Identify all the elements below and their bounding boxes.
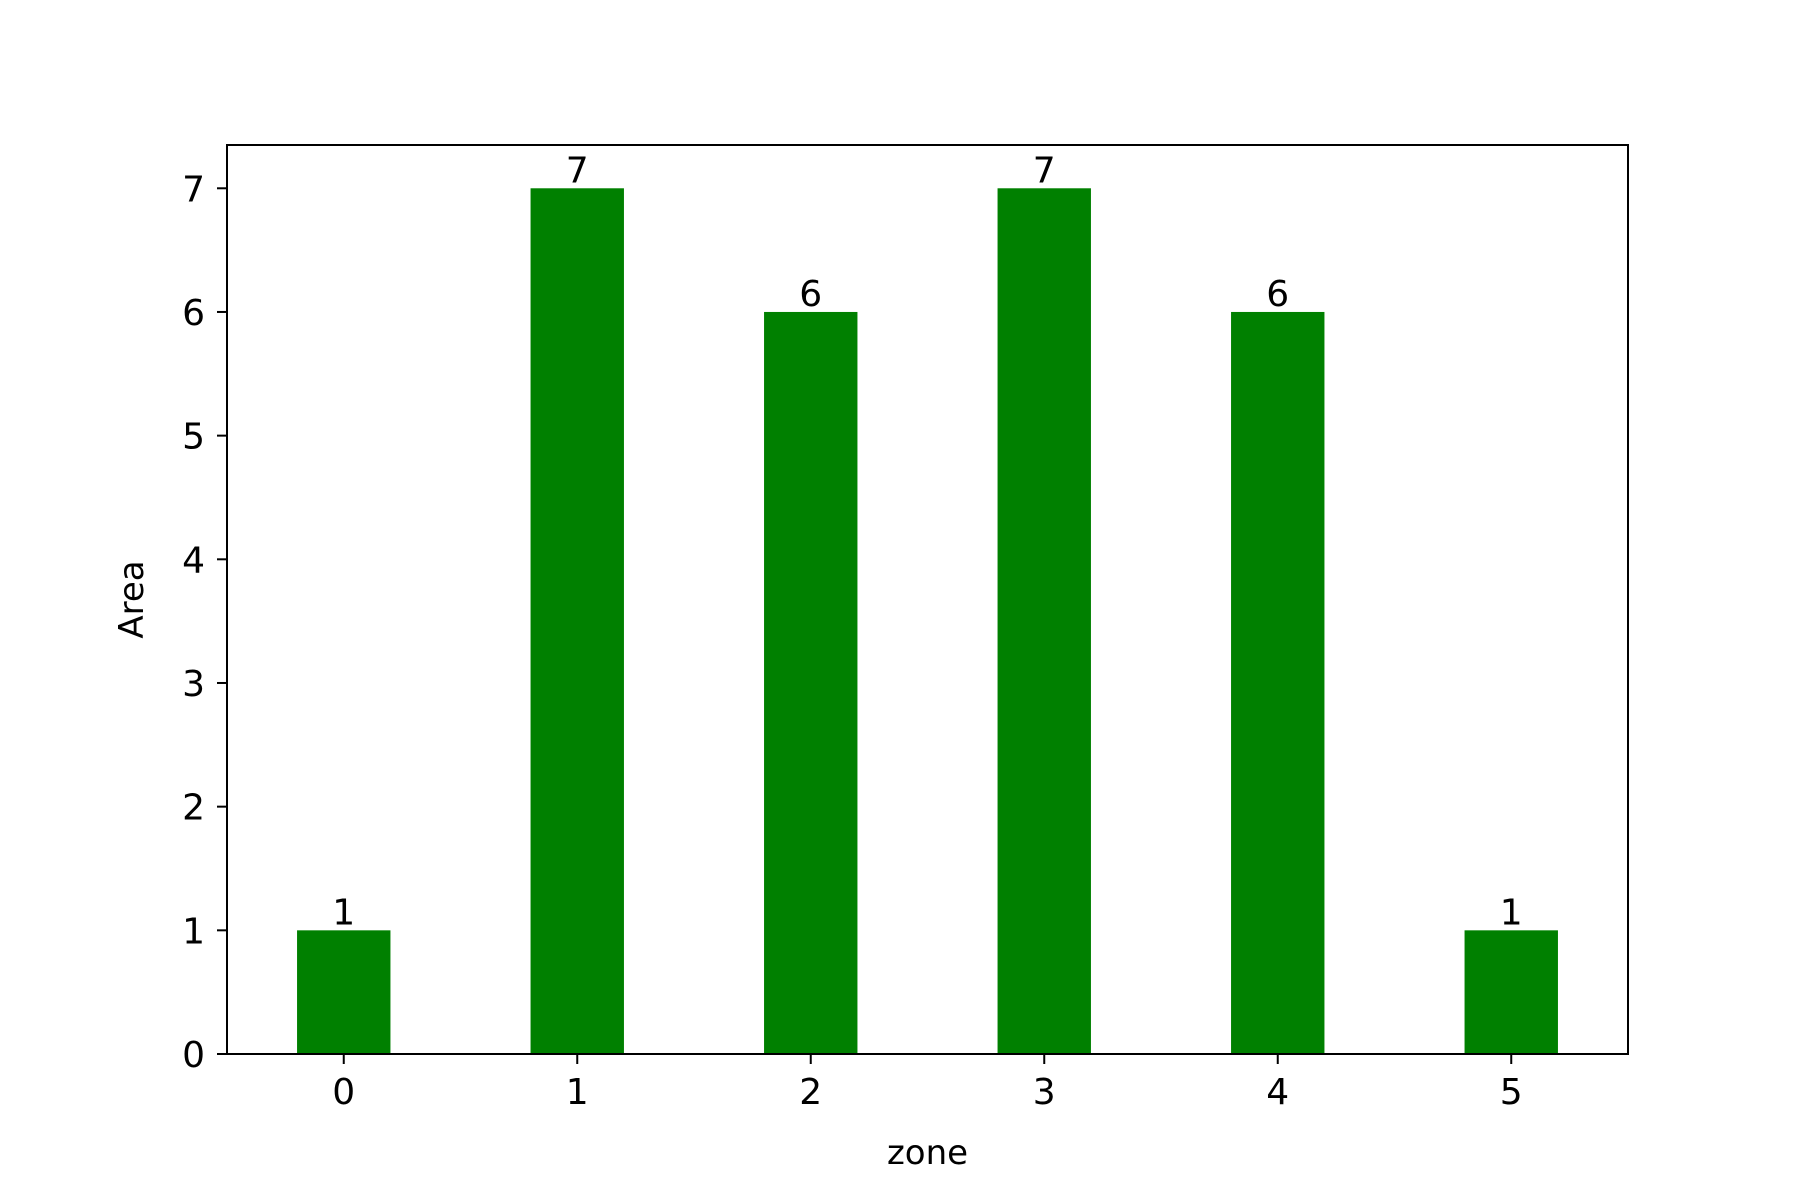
y-tick-label-3: 3 [182,664,205,705]
y-tick-label-5: 5 [182,417,205,458]
y-tick-label-0: 0 [182,1035,205,1076]
data-label-zone-5: 1 [1500,892,1523,933]
bar-zone-1 [530,188,624,1055]
ticks-layer: 0 1 2 3 4 5 0 1 2 3 4 5 6 7 [182,169,1523,1113]
bars-layer [297,188,1558,1055]
bar-zone-3 [997,188,1091,1055]
y-tick-label-6: 6 [182,293,205,334]
x-tick-label-3: 3 [1033,1072,1056,1113]
x-tick-label-2: 2 [799,1072,822,1113]
data-label-zone-2: 6 [799,274,822,315]
y-tick-label-7: 7 [182,169,205,210]
x-tick-label-4: 4 [1266,1072,1289,1113]
data-label-zone-0: 1 [332,892,355,933]
x-tick-label-5: 5 [1500,1072,1523,1113]
data-label-zone-3: 7 [1033,150,1056,191]
data-label-zone-4: 6 [1266,274,1289,315]
x-tick-label-0: 0 [332,1072,355,1113]
bar-zone-2 [764,311,858,1054]
data-labels-layer: 1 7 6 7 6 1 [332,150,1522,933]
bar-zone-5 [1464,930,1558,1054]
y-axis-label: Area [112,560,152,638]
bar-zone-0 [297,930,391,1054]
y-tick-label-4: 4 [182,540,205,581]
bar-zone-4 [1231,311,1325,1054]
x-axis-label: zone [887,1133,968,1173]
plot-area-frame [226,144,1629,1055]
y-tick-label-1: 1 [182,911,205,952]
x-tick-label-1: 1 [566,1072,589,1113]
data-label-zone-1: 7 [566,150,589,191]
y-tick-label-2: 2 [182,788,205,829]
